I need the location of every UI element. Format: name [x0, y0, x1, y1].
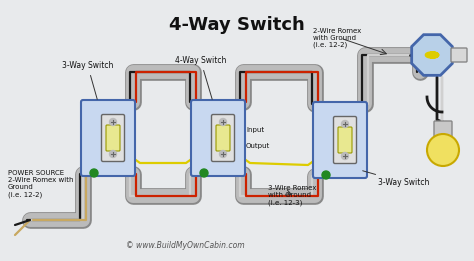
Circle shape — [200, 169, 208, 177]
Circle shape — [341, 152, 348, 159]
FancyBboxPatch shape — [313, 102, 367, 178]
FancyBboxPatch shape — [334, 116, 356, 163]
Circle shape — [219, 151, 227, 157]
FancyBboxPatch shape — [106, 125, 120, 151]
FancyBboxPatch shape — [81, 100, 135, 176]
Text: 3-Way Switch: 3-Way Switch — [363, 171, 429, 187]
FancyBboxPatch shape — [191, 100, 245, 176]
Text: Input: Input — [246, 127, 264, 133]
Circle shape — [322, 171, 330, 179]
Circle shape — [427, 134, 459, 166]
Text: © www.BuildMyOwnCabin.com: © www.BuildMyOwnCabin.com — [126, 241, 244, 250]
Circle shape — [109, 118, 117, 126]
FancyBboxPatch shape — [211, 115, 235, 162]
Text: POWER SOURCE
2-Wire Romex with
Ground
(i.e. 12-2): POWER SOURCE 2-Wire Romex with Ground (i… — [8, 170, 73, 198]
Text: 3-Way Switch: 3-Way Switch — [62, 61, 113, 99]
FancyBboxPatch shape — [216, 125, 230, 151]
Circle shape — [109, 151, 117, 157]
Text: 3-Wire Romex
with Ground
(i.e. 12-3): 3-Wire Romex with Ground (i.e. 12-3) — [268, 185, 316, 205]
Text: 4-Way Switch: 4-Way Switch — [175, 56, 227, 99]
Text: 2-Wire Romex
with Ground
(i.e. 12-2): 2-Wire Romex with Ground (i.e. 12-2) — [313, 28, 361, 49]
FancyBboxPatch shape — [338, 127, 352, 153]
Circle shape — [90, 169, 98, 177]
FancyBboxPatch shape — [451, 48, 467, 62]
Text: 4-Way Switch: 4-Way Switch — [169, 16, 305, 34]
Circle shape — [341, 121, 348, 128]
Circle shape — [219, 118, 227, 126]
FancyBboxPatch shape — [434, 121, 452, 139]
Text: Output: Output — [246, 143, 270, 149]
Polygon shape — [412, 35, 452, 75]
FancyBboxPatch shape — [101, 115, 125, 162]
